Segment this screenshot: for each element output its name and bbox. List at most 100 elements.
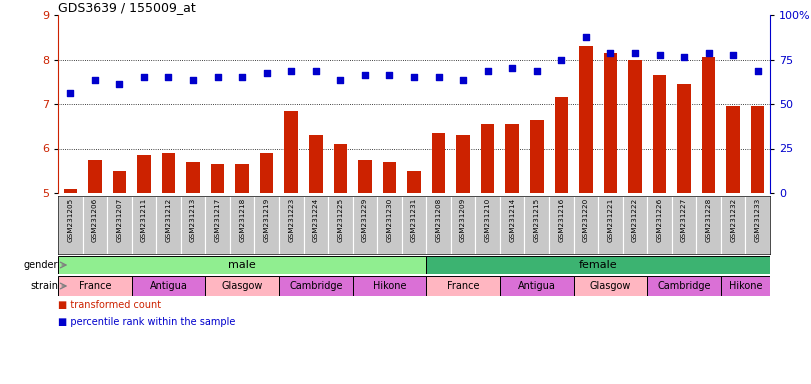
Text: GSM231230: GSM231230 bbox=[387, 198, 393, 242]
Bar bbox=[63, 189, 77, 193]
Point bbox=[285, 68, 298, 74]
Text: Antigua: Antigua bbox=[149, 281, 187, 291]
Bar bbox=[457, 135, 470, 193]
Bar bbox=[358, 160, 371, 193]
Bar bbox=[353, 196, 377, 254]
Bar bbox=[107, 196, 131, 254]
Bar bbox=[328, 196, 353, 254]
Bar bbox=[83, 196, 107, 254]
Text: Glasgow: Glasgow bbox=[590, 281, 631, 291]
Text: male: male bbox=[228, 260, 256, 270]
Bar bbox=[113, 171, 127, 193]
Bar bbox=[427, 256, 770, 274]
Bar bbox=[285, 111, 298, 193]
Text: ■ percentile rank within the sample: ■ percentile rank within the sample bbox=[58, 317, 235, 327]
Bar bbox=[260, 153, 273, 193]
Bar bbox=[58, 276, 131, 296]
Point bbox=[432, 74, 445, 80]
Bar bbox=[549, 196, 573, 254]
Point bbox=[358, 72, 371, 78]
Bar bbox=[255, 196, 279, 254]
Point bbox=[702, 50, 715, 56]
Text: Glasgow: Glasgow bbox=[221, 281, 263, 291]
Bar bbox=[427, 276, 500, 296]
Point bbox=[88, 76, 101, 83]
Text: GSM231221: GSM231221 bbox=[607, 198, 613, 242]
Text: France: France bbox=[79, 281, 111, 291]
Text: GSM231229: GSM231229 bbox=[362, 198, 368, 242]
Bar bbox=[279, 196, 303, 254]
Bar bbox=[745, 196, 770, 254]
Point bbox=[653, 52, 666, 58]
Bar bbox=[58, 256, 427, 274]
Point bbox=[187, 76, 200, 83]
Bar bbox=[88, 160, 101, 193]
Bar bbox=[500, 196, 525, 254]
Point bbox=[677, 54, 690, 60]
Text: GDS3639 / 155009_at: GDS3639 / 155009_at bbox=[58, 1, 195, 14]
Bar bbox=[653, 75, 667, 193]
Text: GSM231205: GSM231205 bbox=[67, 198, 73, 242]
Point bbox=[64, 90, 77, 96]
Point bbox=[260, 70, 273, 76]
Point bbox=[579, 34, 592, 40]
Text: GSM231216: GSM231216 bbox=[558, 198, 564, 242]
Bar bbox=[427, 196, 451, 254]
Bar bbox=[702, 57, 715, 193]
Bar bbox=[187, 162, 200, 193]
Bar bbox=[353, 276, 427, 296]
Point bbox=[629, 50, 642, 56]
Point bbox=[555, 56, 568, 63]
Text: GSM231227: GSM231227 bbox=[681, 198, 687, 242]
Text: Cambridge: Cambridge bbox=[658, 281, 710, 291]
Bar bbox=[751, 106, 765, 193]
Bar bbox=[181, 196, 205, 254]
Bar bbox=[697, 196, 721, 254]
Text: Antigua: Antigua bbox=[517, 281, 556, 291]
Bar bbox=[555, 97, 568, 193]
Text: GSM231215: GSM231215 bbox=[534, 198, 540, 242]
Bar bbox=[573, 276, 647, 296]
Text: GSM231219: GSM231219 bbox=[264, 198, 270, 242]
Bar bbox=[677, 84, 691, 193]
Point bbox=[481, 68, 494, 74]
Text: GSM231210: GSM231210 bbox=[485, 198, 491, 242]
Bar bbox=[603, 53, 617, 193]
Point bbox=[506, 65, 519, 71]
Bar bbox=[530, 119, 543, 193]
Text: GSM231226: GSM231226 bbox=[657, 198, 663, 242]
Text: GSM231218: GSM231218 bbox=[239, 198, 245, 242]
Bar bbox=[205, 196, 230, 254]
Bar bbox=[721, 196, 745, 254]
Text: ■ transformed count: ■ transformed count bbox=[58, 300, 161, 310]
Text: GSM231220: GSM231220 bbox=[583, 198, 589, 242]
Bar bbox=[161, 153, 175, 193]
Bar bbox=[475, 196, 500, 254]
Bar bbox=[431, 133, 445, 193]
Bar bbox=[303, 196, 328, 254]
Bar bbox=[599, 196, 623, 254]
Text: strain: strain bbox=[30, 281, 58, 291]
Point bbox=[334, 76, 347, 83]
Text: GSM231206: GSM231206 bbox=[92, 198, 98, 242]
Text: GSM231212: GSM231212 bbox=[165, 198, 171, 242]
Bar bbox=[525, 196, 549, 254]
Bar bbox=[505, 124, 519, 193]
Text: GSM231217: GSM231217 bbox=[215, 198, 221, 242]
Point bbox=[211, 74, 224, 80]
Bar bbox=[235, 164, 249, 193]
Text: GSM231224: GSM231224 bbox=[313, 198, 319, 242]
Point bbox=[457, 76, 470, 83]
Text: GSM231232: GSM231232 bbox=[730, 198, 736, 242]
Bar bbox=[58, 196, 83, 254]
Text: GSM231231: GSM231231 bbox=[411, 198, 417, 242]
Point bbox=[407, 74, 420, 80]
Text: France: France bbox=[447, 281, 479, 291]
Bar bbox=[131, 276, 205, 296]
Point bbox=[137, 74, 150, 80]
Bar bbox=[230, 196, 255, 254]
Text: GSM231223: GSM231223 bbox=[288, 198, 294, 242]
Bar bbox=[451, 196, 475, 254]
Bar bbox=[157, 196, 181, 254]
Text: GSM231222: GSM231222 bbox=[632, 198, 638, 242]
